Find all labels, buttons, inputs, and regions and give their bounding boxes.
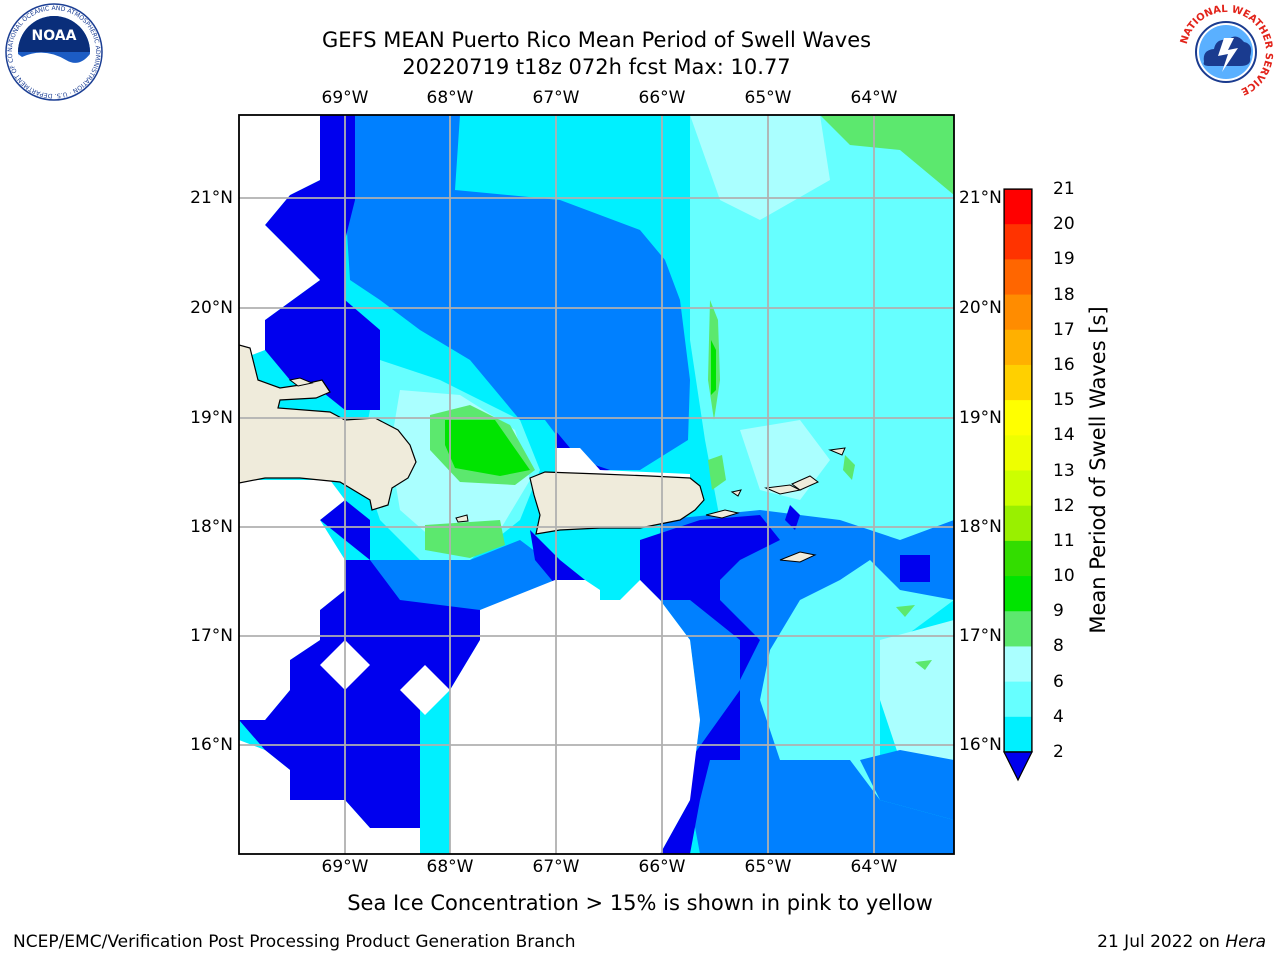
colorbar-segment xyxy=(1004,646,1032,683)
lon-label-bottom-65w: 65°W xyxy=(744,857,792,877)
credit-branch: NCEP/EMC/Verification Post Processing Pr… xyxy=(13,932,576,952)
lon-label-bottom-68w: 68°W xyxy=(426,857,474,877)
colorbar-segment xyxy=(1004,259,1032,296)
lon-label-bottom-69w: 69°W xyxy=(321,857,369,877)
map-subtitle: 20220719 t18z 072h fcst Max: 10.77 xyxy=(402,55,791,79)
nws-logo: NATIONAL WEATHER SERVICE xyxy=(1178,4,1274,100)
sea-ice-note: Sea Ice Concentration > 15% is shown in … xyxy=(347,891,933,915)
colorbar-tick-label: 4 xyxy=(1053,706,1064,727)
lon-label-top-66w: 66°W xyxy=(638,88,686,108)
colorbar-tick-label: 15 xyxy=(1053,390,1075,411)
colorbar-segment xyxy=(1004,224,1032,260)
lat-label-left-16n: 16°N xyxy=(190,735,233,755)
colorbar-tick-label: 18 xyxy=(1053,284,1075,305)
colorbar-tick-label: 10 xyxy=(1053,566,1075,587)
colorbar-segment xyxy=(1004,294,1032,331)
colorbar-tick-label: 14 xyxy=(1053,425,1075,446)
colorbar-tick-label: 17 xyxy=(1053,319,1075,340)
colorbar-tick-label: 19 xyxy=(1053,249,1075,270)
svg-text:NOAA: NOAA xyxy=(32,28,77,44)
lat-label-right-18n: 18°N xyxy=(959,517,1002,537)
lat-label-right-20n: 20°N xyxy=(959,298,1002,318)
lon-label-bottom-66w: 66°W xyxy=(638,857,686,877)
lat-label-left-19n: 19°N xyxy=(190,408,233,428)
colorbar-segment xyxy=(1004,435,1032,471)
lat-label-right-17n: 17°N xyxy=(959,626,1002,646)
colorbar-tick-label: 12 xyxy=(1053,495,1075,516)
colorbar-segment xyxy=(1004,505,1032,542)
credit-host: Hera xyxy=(1225,932,1266,952)
lon-label-top-69w: 69°W xyxy=(321,88,369,108)
colorbar-segment xyxy=(1004,364,1032,401)
colorbar-segment xyxy=(1004,611,1032,647)
lon-label-top-65w: 65°W xyxy=(744,88,792,108)
colorbar-segment xyxy=(1004,329,1032,366)
colorbar-tick-label: 16 xyxy=(1053,354,1075,375)
lat-label-right-16n: 16°N xyxy=(959,735,1002,755)
colorbar-segment xyxy=(1004,540,1032,577)
colorbar-tick-label: 6 xyxy=(1053,671,1064,692)
lon-label-top-68w: 68°W xyxy=(426,88,474,108)
map-title: GEFS MEAN Puerto Rico Mean Period of Swe… xyxy=(321,28,872,52)
lon-label-top-64w: 64°W xyxy=(850,88,898,108)
lat-label-left-20n: 20°N xyxy=(190,298,233,318)
colorbar-tick-label: 13 xyxy=(1053,460,1075,481)
colorbar-segment xyxy=(1004,470,1032,507)
colorbar-tick-label: 11 xyxy=(1053,530,1075,551)
colorbar-tick-label: 21 xyxy=(1053,179,1075,199)
lat-label-left-17n: 17°N xyxy=(190,626,233,646)
colorbar-segment xyxy=(1004,400,1032,436)
colorbar-segment xyxy=(1004,681,1032,718)
colorbar-label: Mean Period of Swell Waves [s] xyxy=(1086,306,1110,634)
lat-label-right-19n: 19°N xyxy=(959,408,1002,428)
colorbar-overlay xyxy=(1004,189,1032,752)
noaa-logo: NATIONAL OCEANIC AND ATMOSPHERIC ADMINIS… xyxy=(4,2,103,101)
colorbar-tick-label: 20 xyxy=(1053,214,1075,235)
lon-label-top-67w: 67°W xyxy=(532,88,580,108)
lat-label-left-18n: 18°N xyxy=(190,517,233,537)
credit-date: 21 Jul 2022 on Hera xyxy=(1097,932,1266,952)
lon-label-bottom-67w: 67°W xyxy=(532,857,580,877)
colorbar-tick-label: 8 xyxy=(1053,636,1064,657)
colorbar-tick-label: 2 xyxy=(1053,742,1064,762)
colorbar-tick-label: 9 xyxy=(1053,601,1064,622)
colorbar-segment xyxy=(1004,716,1032,752)
lat-label-left-21n: 21°N xyxy=(190,188,233,208)
lat-label-right-21n: 21°N xyxy=(959,188,1002,208)
lon-label-bottom-64w: 64°W xyxy=(850,857,898,877)
colorbar-segment xyxy=(1004,189,1032,225)
colorbar-segment xyxy=(1004,576,1032,612)
